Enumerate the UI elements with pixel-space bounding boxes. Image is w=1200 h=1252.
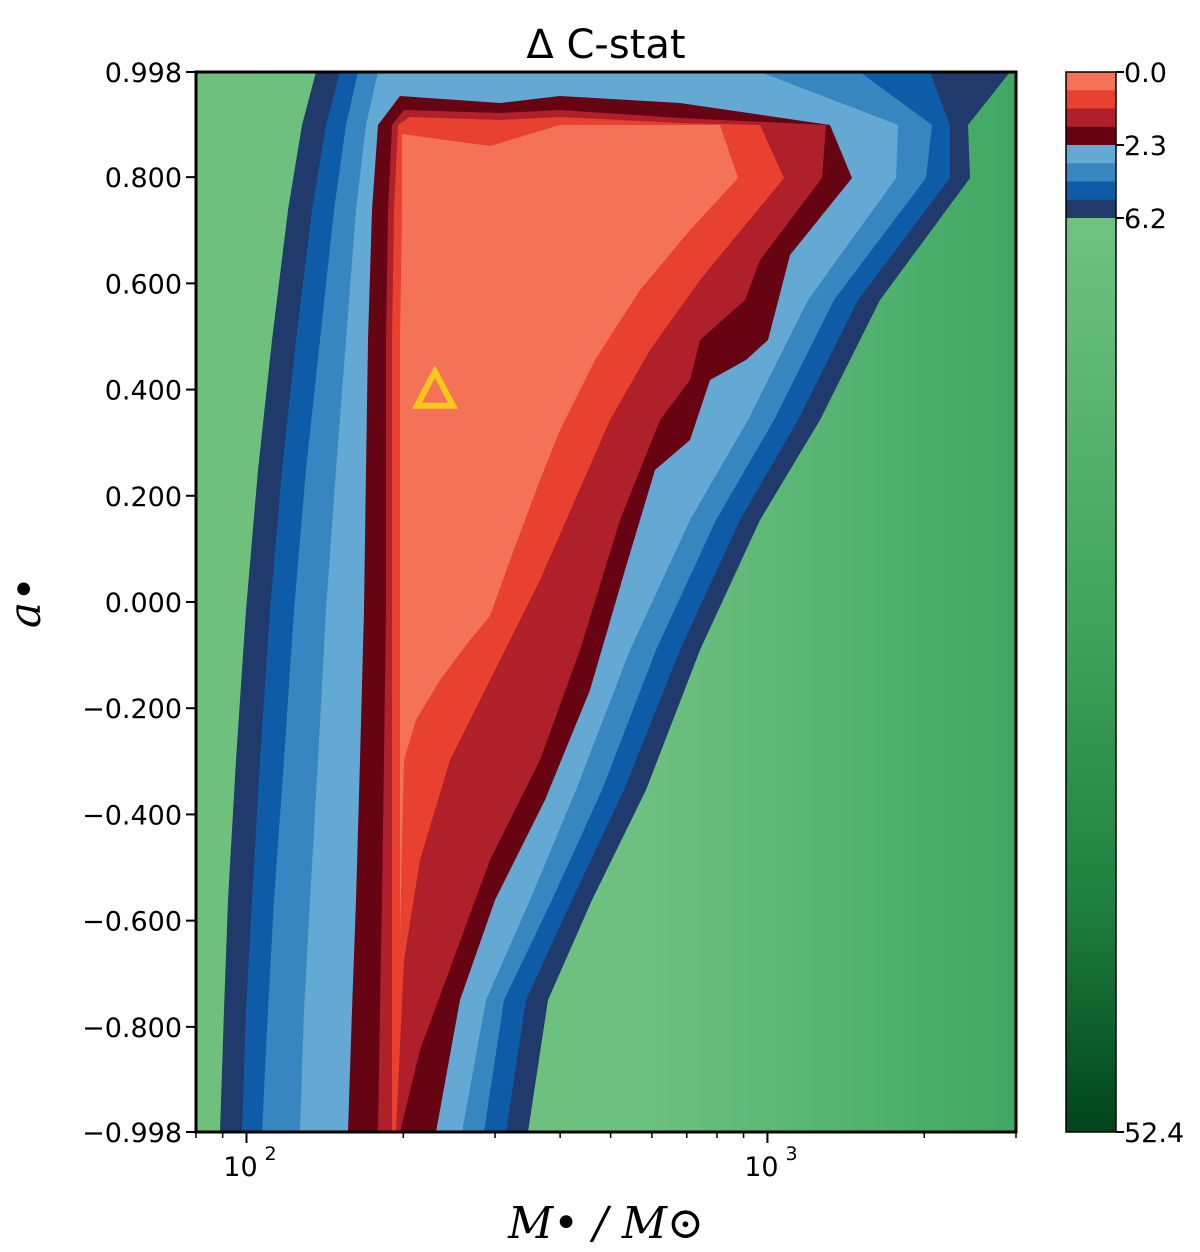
colorbar-level: [1066, 126, 1116, 146]
x-tick-exponent: 3: [785, 1143, 797, 1165]
colorbar-level: [1066, 108, 1116, 128]
marker-layer: [411, 365, 458, 409]
colorbar-tick-label: 2.3: [1124, 131, 1167, 162]
x-tick-label: 10: [223, 1152, 257, 1183]
colorbar-tick-label: 6.2: [1124, 204, 1167, 235]
y-tick-label: 0.000: [105, 588, 182, 619]
y-tick-label: −0.400: [82, 800, 182, 831]
colorbar-level: [1066, 72, 1116, 91]
colorbar-frame: [1065, 71, 1117, 1133]
y-axis-ticks: 0.998 0.800 0.600 0.400 0.200 0.000 −0.200 −0.4…: [82, 58, 196, 1149]
colorbar-gradient: [1066, 218, 1116, 1132]
y-tick-label: 0.600: [105, 269, 182, 300]
colorbar-tick-label: 0.0: [1124, 58, 1167, 89]
contour-bands: [196, 72, 1016, 1132]
x-axis-label: M• / M⊙: [507, 1198, 704, 1249]
x-tick-label: 10: [744, 1152, 778, 1183]
colorbar-level: [1066, 90, 1116, 109]
y-tick-label: 0.800: [105, 163, 182, 194]
y-tick-label: 0.998: [105, 58, 182, 89]
colorbar: 0.0 2.3 6.2 52.4: [1065, 58, 1184, 1149]
x-tick-exponent: 2: [264, 1143, 276, 1165]
contour-band-min: [400, 125, 738, 940]
y-axis-label: a•: [0, 576, 51, 628]
colorbar-tick-label: 52.4: [1124, 1118, 1184, 1149]
y-tick-label: −0.800: [82, 1013, 182, 1044]
chart-title: Δ C-stat: [526, 22, 685, 68]
y-tick-label: 0.400: [105, 376, 182, 407]
y-tick-label: −0.998: [82, 1118, 182, 1149]
y-tick-label: 0.200: [105, 482, 182, 513]
y-tick-label: −0.200: [82, 694, 182, 725]
colorbar-level: [1066, 145, 1116, 164]
y-tick-label: −0.600: [82, 907, 182, 938]
x-axis-ticks: 10 2 10 3: [195, 1132, 1017, 1183]
colorbar-level: [1066, 199, 1116, 219]
best-fit-marker: [411, 365, 458, 409]
colorbar-level: [1066, 181, 1116, 201]
colorbar-level: [1066, 163, 1116, 182]
